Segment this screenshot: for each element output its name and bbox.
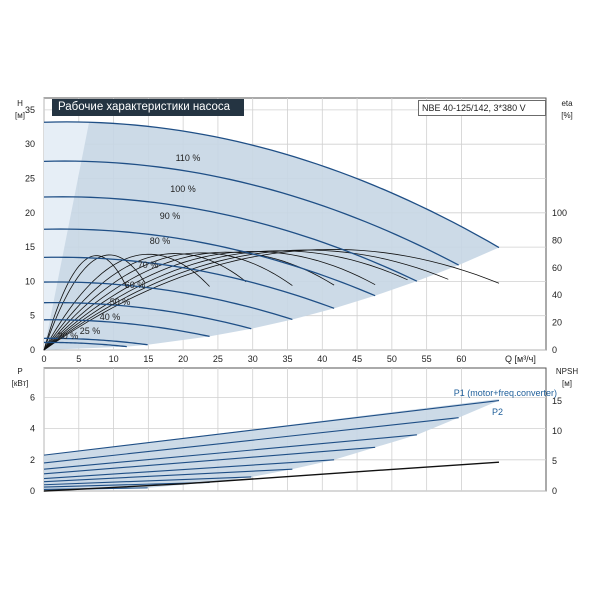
x-tick-label: 50 <box>387 354 397 364</box>
speed-label: 40 % <box>100 312 121 322</box>
npsh-axis-label: NPSH <box>556 367 578 376</box>
power-curves <box>43 399 500 492</box>
head-curve <box>43 301 252 330</box>
power-axis-label: P <box>17 367 22 376</box>
speed-label: 60 % <box>125 280 146 290</box>
eta-tick-label: 60 <box>552 263 562 273</box>
eta-tick-label: 80 <box>552 235 562 245</box>
efficiency-curve <box>43 251 335 351</box>
power-axis-unit: [кВт] <box>12 379 29 388</box>
power-area <box>44 398 499 491</box>
head-curve <box>43 337 148 346</box>
npsh-axis-unit: [м] <box>562 379 572 388</box>
bottom-chart-labels: 0 2 4 6 0 5 10 15 P [кВт] NPSH [м] P1 (motor+freq.co… <box>12 367 579 496</box>
pump-model-label: NBE 40-125/142, 3*380 V <box>418 100 546 116</box>
y-tick-label: 15 <box>25 242 35 252</box>
efficiency-curve <box>43 255 128 351</box>
x-tick-label: 0 <box>41 354 46 364</box>
y-axis-label: H <box>17 99 23 108</box>
efficiency-curve <box>43 252 293 351</box>
chart-title: Рабочие характеристики насоса <box>52 99 244 116</box>
efficiency-curve <box>43 253 247 351</box>
power-tick-label: 0 <box>30 486 35 496</box>
speed-label: 50 % <box>110 297 131 307</box>
power-curve <box>43 459 335 480</box>
npsh-curve <box>43 461 500 492</box>
head-curves <box>43 121 500 348</box>
npsh-tick-label: 10 <box>552 426 562 436</box>
power-tick-label: 4 <box>30 424 35 434</box>
power-curve <box>43 417 459 464</box>
x-axis-label: Q [м³/ч] <box>505 354 536 364</box>
y-tick-label: 20 <box>25 208 35 218</box>
head-curve <box>43 319 210 338</box>
efficiency-curve <box>43 251 376 351</box>
head-curve <box>43 341 127 348</box>
y-tick-label: 10 <box>25 276 35 286</box>
x-tick-label: 45 <box>352 354 362 364</box>
x-tick-label: 20 <box>178 354 188 364</box>
power-tick-label: 2 <box>30 455 35 465</box>
top-chart-labels: 110 %100 %90 %80 %70 %60 %50 %40 %25 %20… <box>15 99 573 364</box>
head-curve <box>43 160 459 266</box>
y-tick-label: 30 <box>25 139 35 149</box>
speed-label: 25 % <box>80 326 101 336</box>
eta-tick-label: 40 <box>552 290 562 300</box>
npsh-tick-label: 5 <box>552 456 557 466</box>
x-tick-label: 30 <box>248 354 258 364</box>
x-tick-label: 60 <box>456 354 466 364</box>
x-tick-label: 10 <box>109 354 119 364</box>
head-curve <box>43 121 500 249</box>
operating-area <box>44 121 499 350</box>
power-tick-label: 6 <box>30 392 35 402</box>
speed-label: 80 % <box>150 236 171 246</box>
eta-axis-label: eta <box>561 99 573 108</box>
y-tick-label: 5 <box>30 311 35 321</box>
power-curve <box>43 446 376 475</box>
power-area-fill <box>44 398 499 491</box>
speed-label: 70 % <box>138 260 159 270</box>
x-tick-label: 40 <box>317 354 327 364</box>
head-curve <box>43 281 293 321</box>
y-tick-label: 0 <box>30 345 35 355</box>
speed-label: 100 % <box>170 184 196 194</box>
x-tick-label: 55 <box>422 354 432 364</box>
x-tick-label: 25 <box>213 354 223 364</box>
head-curve <box>43 228 376 297</box>
head-curve <box>43 196 418 282</box>
power-curve <box>43 476 252 486</box>
speed-label: 20 % <box>58 331 79 341</box>
x-tick-label: 35 <box>282 354 292 364</box>
y-axis-unit: [м] <box>15 111 25 120</box>
npsh-tick-label: 0 <box>552 486 557 496</box>
efficiency-curve <box>43 248 500 351</box>
speed-label: 110 % <box>176 153 201 163</box>
p2-series-label: P2 <box>492 407 503 417</box>
power-curve <box>43 434 417 470</box>
efficiency-curve <box>43 250 408 351</box>
p1-series-label: P1 (motor+freq.converter) <box>454 388 557 398</box>
y-tick-label: 25 <box>25 174 35 184</box>
power-curve <box>43 399 500 456</box>
eta-tick-label: 100 <box>552 208 567 218</box>
eta-axis-unit: [%] <box>561 111 573 120</box>
power-curve <box>43 468 293 483</box>
npsh-tick-label: 15 <box>552 396 562 406</box>
efficiency-curve <box>43 254 146 351</box>
x-tick-label: 15 <box>143 354 153 364</box>
head-curve <box>43 256 335 309</box>
efficiency-curve <box>43 253 210 351</box>
y-tick-label: 35 <box>25 105 35 115</box>
x-tick-label: 5 <box>76 354 81 364</box>
speed-label: 90 % <box>160 211 181 221</box>
operating-area-fill <box>44 121 499 350</box>
eta-tick-label: 20 <box>552 318 562 328</box>
eta-tick-label: 0 <box>552 345 557 355</box>
low-flow-area-fill <box>44 121 90 350</box>
